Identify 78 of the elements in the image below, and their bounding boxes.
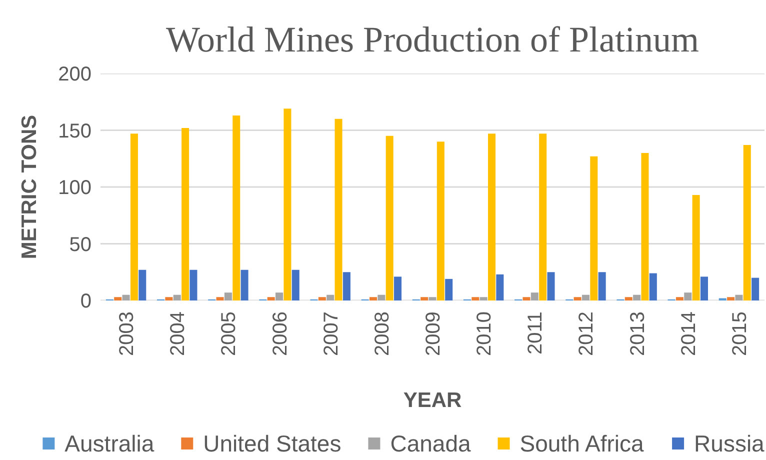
bar: [224, 292, 232, 300]
bar: [114, 297, 122, 300]
bar: [480, 297, 488, 300]
bar: [342, 272, 350, 300]
y-axis-title: METRIC TONS: [18, 114, 42, 260]
bar: [590, 156, 598, 300]
bar: [624, 297, 632, 300]
legend-label: South Africa: [520, 430, 644, 456]
bar: [284, 108, 292, 300]
bar: [292, 270, 300, 300]
bar: [428, 297, 436, 300]
bar: [496, 274, 504, 300]
bar: [326, 294, 334, 300]
x-tick-label: 2009: [422, 311, 444, 356]
bar: [574, 297, 582, 300]
bar: [547, 272, 555, 300]
bar: [276, 292, 284, 300]
x-tick-label: 2008: [371, 311, 394, 356]
bar: [378, 294, 386, 300]
bar: [240, 270, 248, 300]
bar: [436, 142, 444, 300]
chart-title: World Mines Production of Platinum: [166, 20, 700, 60]
bar: [752, 278, 760, 300]
x-tick-label: 2015: [728, 311, 751, 356]
bar: [633, 294, 641, 300]
y-tick-label: 50: [69, 234, 92, 256]
y-tick-label: 150: [58, 120, 92, 142]
bar: [182, 128, 190, 300]
bar: [692, 194, 700, 300]
x-tick-label: 2014: [678, 311, 700, 356]
bar: [165, 297, 173, 300]
legend-label: United States: [203, 430, 342, 456]
y-tick-label: 0: [80, 290, 92, 312]
bar: [641, 152, 649, 300]
x-tick-label: 2006: [269, 311, 292, 356]
y-tick-label: 200: [58, 64, 92, 86]
bar: [522, 297, 530, 300]
bar: [122, 294, 130, 300]
bar: [530, 292, 538, 300]
legend-label: Canada: [390, 430, 471, 456]
bar: [216, 297, 224, 300]
bar: [700, 276, 708, 300]
bar: [598, 272, 606, 300]
bar: [173, 294, 181, 300]
bar: [190, 270, 198, 300]
bar: [420, 297, 428, 300]
x-tick-label: 2010: [474, 311, 496, 356]
x-tick-label: 2007: [320, 311, 342, 356]
bar: [318, 297, 326, 300]
bar: [676, 297, 684, 300]
bar: [445, 278, 453, 300]
bar: [743, 145, 751, 300]
bar: [369, 297, 378, 300]
bar: [334, 118, 342, 300]
bar: [130, 134, 138, 300]
bar: [138, 270, 146, 300]
bar: [472, 297, 480, 300]
legend-label: Russia: [694, 430, 765, 456]
x-tick-label: 2003: [116, 311, 138, 356]
bar: [735, 294, 743, 300]
bar: [649, 273, 657, 300]
bar: [727, 297, 735, 300]
x-tick-label: 2011: [524, 311, 547, 355]
bar: [232, 115, 240, 300]
x-tick-label: 2005: [218, 311, 240, 356]
x-axis-title: YEAR: [403, 388, 462, 412]
y-tick-label: 100: [58, 177, 92, 199]
x-tick-label: 2012: [576, 311, 598, 356]
x-tick-label: 2004: [167, 311, 190, 356]
bar: [582, 294, 590, 300]
bar: [386, 136, 394, 300]
bar: [488, 134, 496, 300]
bar: [539, 134, 547, 300]
bar: [684, 292, 692, 300]
legend-label: Australia: [64, 430, 154, 456]
bar: [394, 276, 402, 300]
x-tick-label: 2013: [626, 311, 649, 356]
bar: [267, 297, 275, 300]
